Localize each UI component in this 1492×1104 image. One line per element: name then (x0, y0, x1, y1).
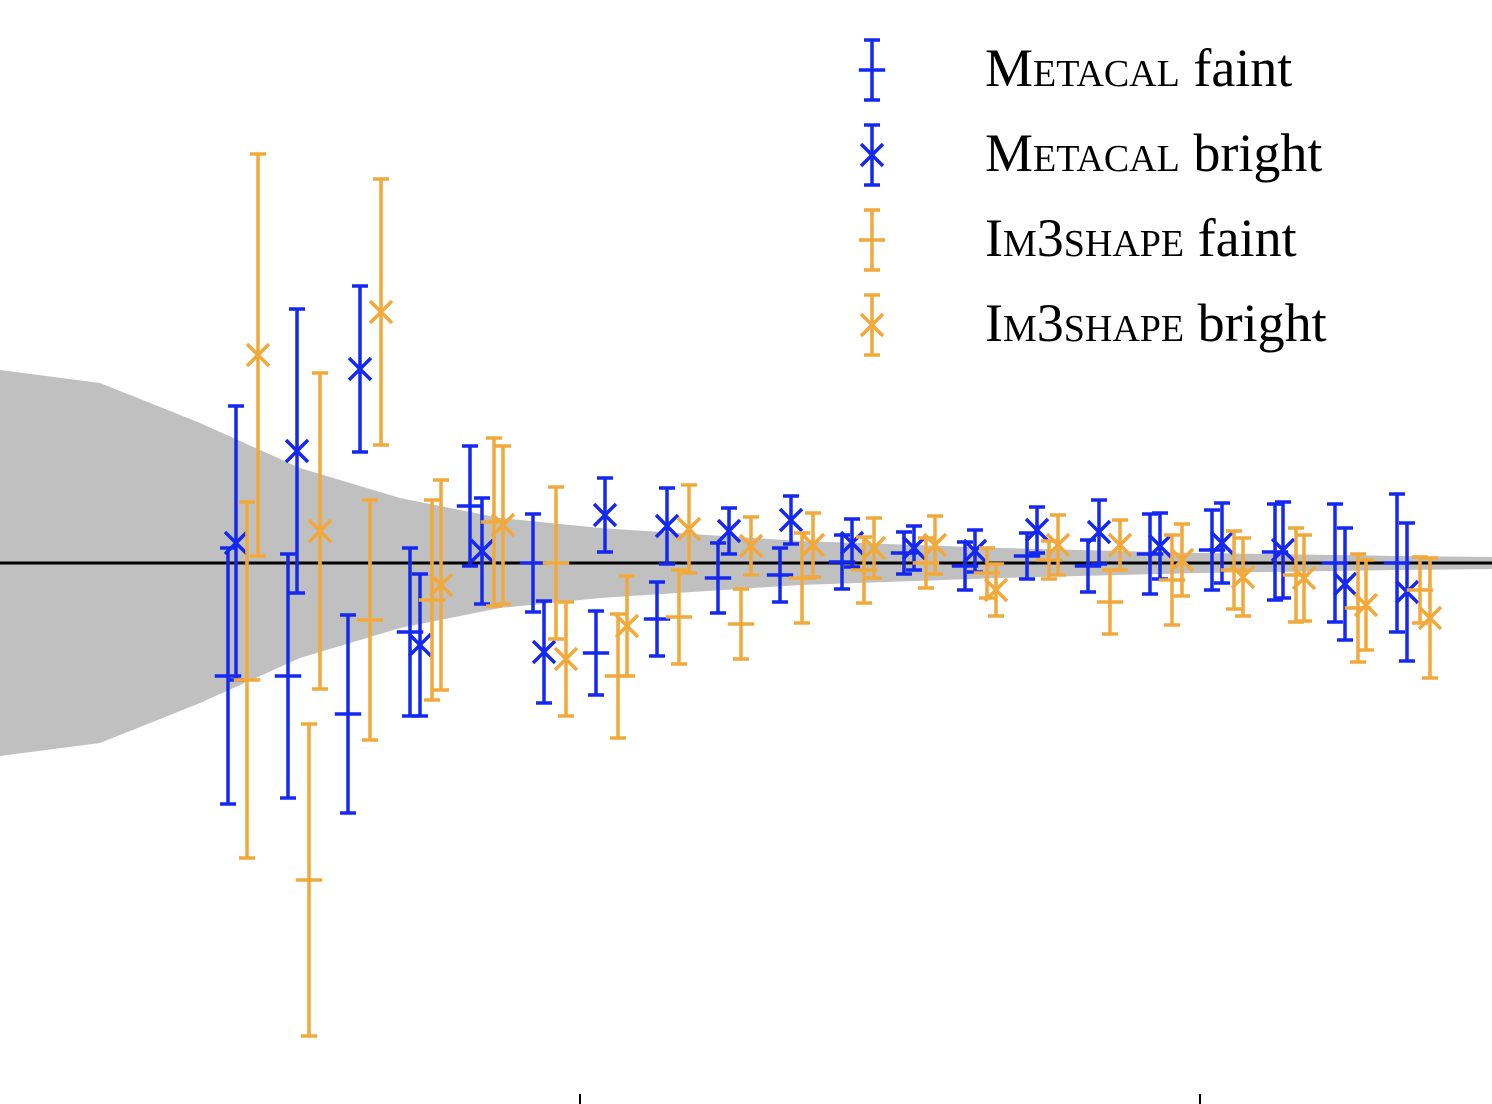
marker (1147, 533, 1173, 559)
series (245, 152, 1443, 718)
marker (861, 535, 887, 561)
marker (1332, 571, 1358, 597)
marker (490, 512, 516, 538)
marker (922, 532, 948, 558)
marker (901, 535, 927, 561)
marker (1353, 592, 1379, 618)
marker (245, 342, 271, 368)
marker (654, 513, 680, 539)
marker (469, 538, 495, 564)
marker (778, 507, 804, 533)
marker (307, 518, 333, 544)
marker (592, 502, 618, 528)
legend-label: Metacal bright (985, 123, 1322, 183)
marker (1417, 605, 1443, 631)
marker (983, 577, 1009, 603)
legend-marker (859, 312, 885, 338)
legend-label: Im3shape faint (985, 208, 1297, 268)
marker (676, 516, 702, 542)
marker (1107, 532, 1133, 558)
marker (1086, 519, 1112, 545)
marker (284, 438, 310, 464)
marker (716, 518, 742, 544)
marker (407, 632, 433, 658)
marker (1291, 565, 1317, 591)
marker (553, 646, 579, 672)
marker (428, 572, 454, 598)
legend-label: Metacal faint (985, 38, 1292, 98)
marker (368, 299, 394, 325)
marker (347, 356, 373, 382)
legend: Metacal faint Metacal bright Im3shape fain… (858, 38, 1327, 357)
marker (800, 532, 826, 558)
marker (1024, 517, 1050, 543)
series (223, 284, 1420, 718)
marker (614, 613, 640, 639)
marker (1230, 564, 1256, 590)
legend-label: Im3shape bright (985, 293, 1327, 353)
marker (1270, 537, 1296, 563)
legend-marker (859, 142, 885, 168)
marker (531, 639, 557, 665)
marker (1209, 530, 1235, 556)
marker (962, 538, 988, 564)
marker (223, 530, 249, 556)
marker (1045, 532, 1071, 558)
marker (1394, 579, 1420, 605)
marker (1169, 547, 1195, 573)
marker (738, 533, 764, 559)
